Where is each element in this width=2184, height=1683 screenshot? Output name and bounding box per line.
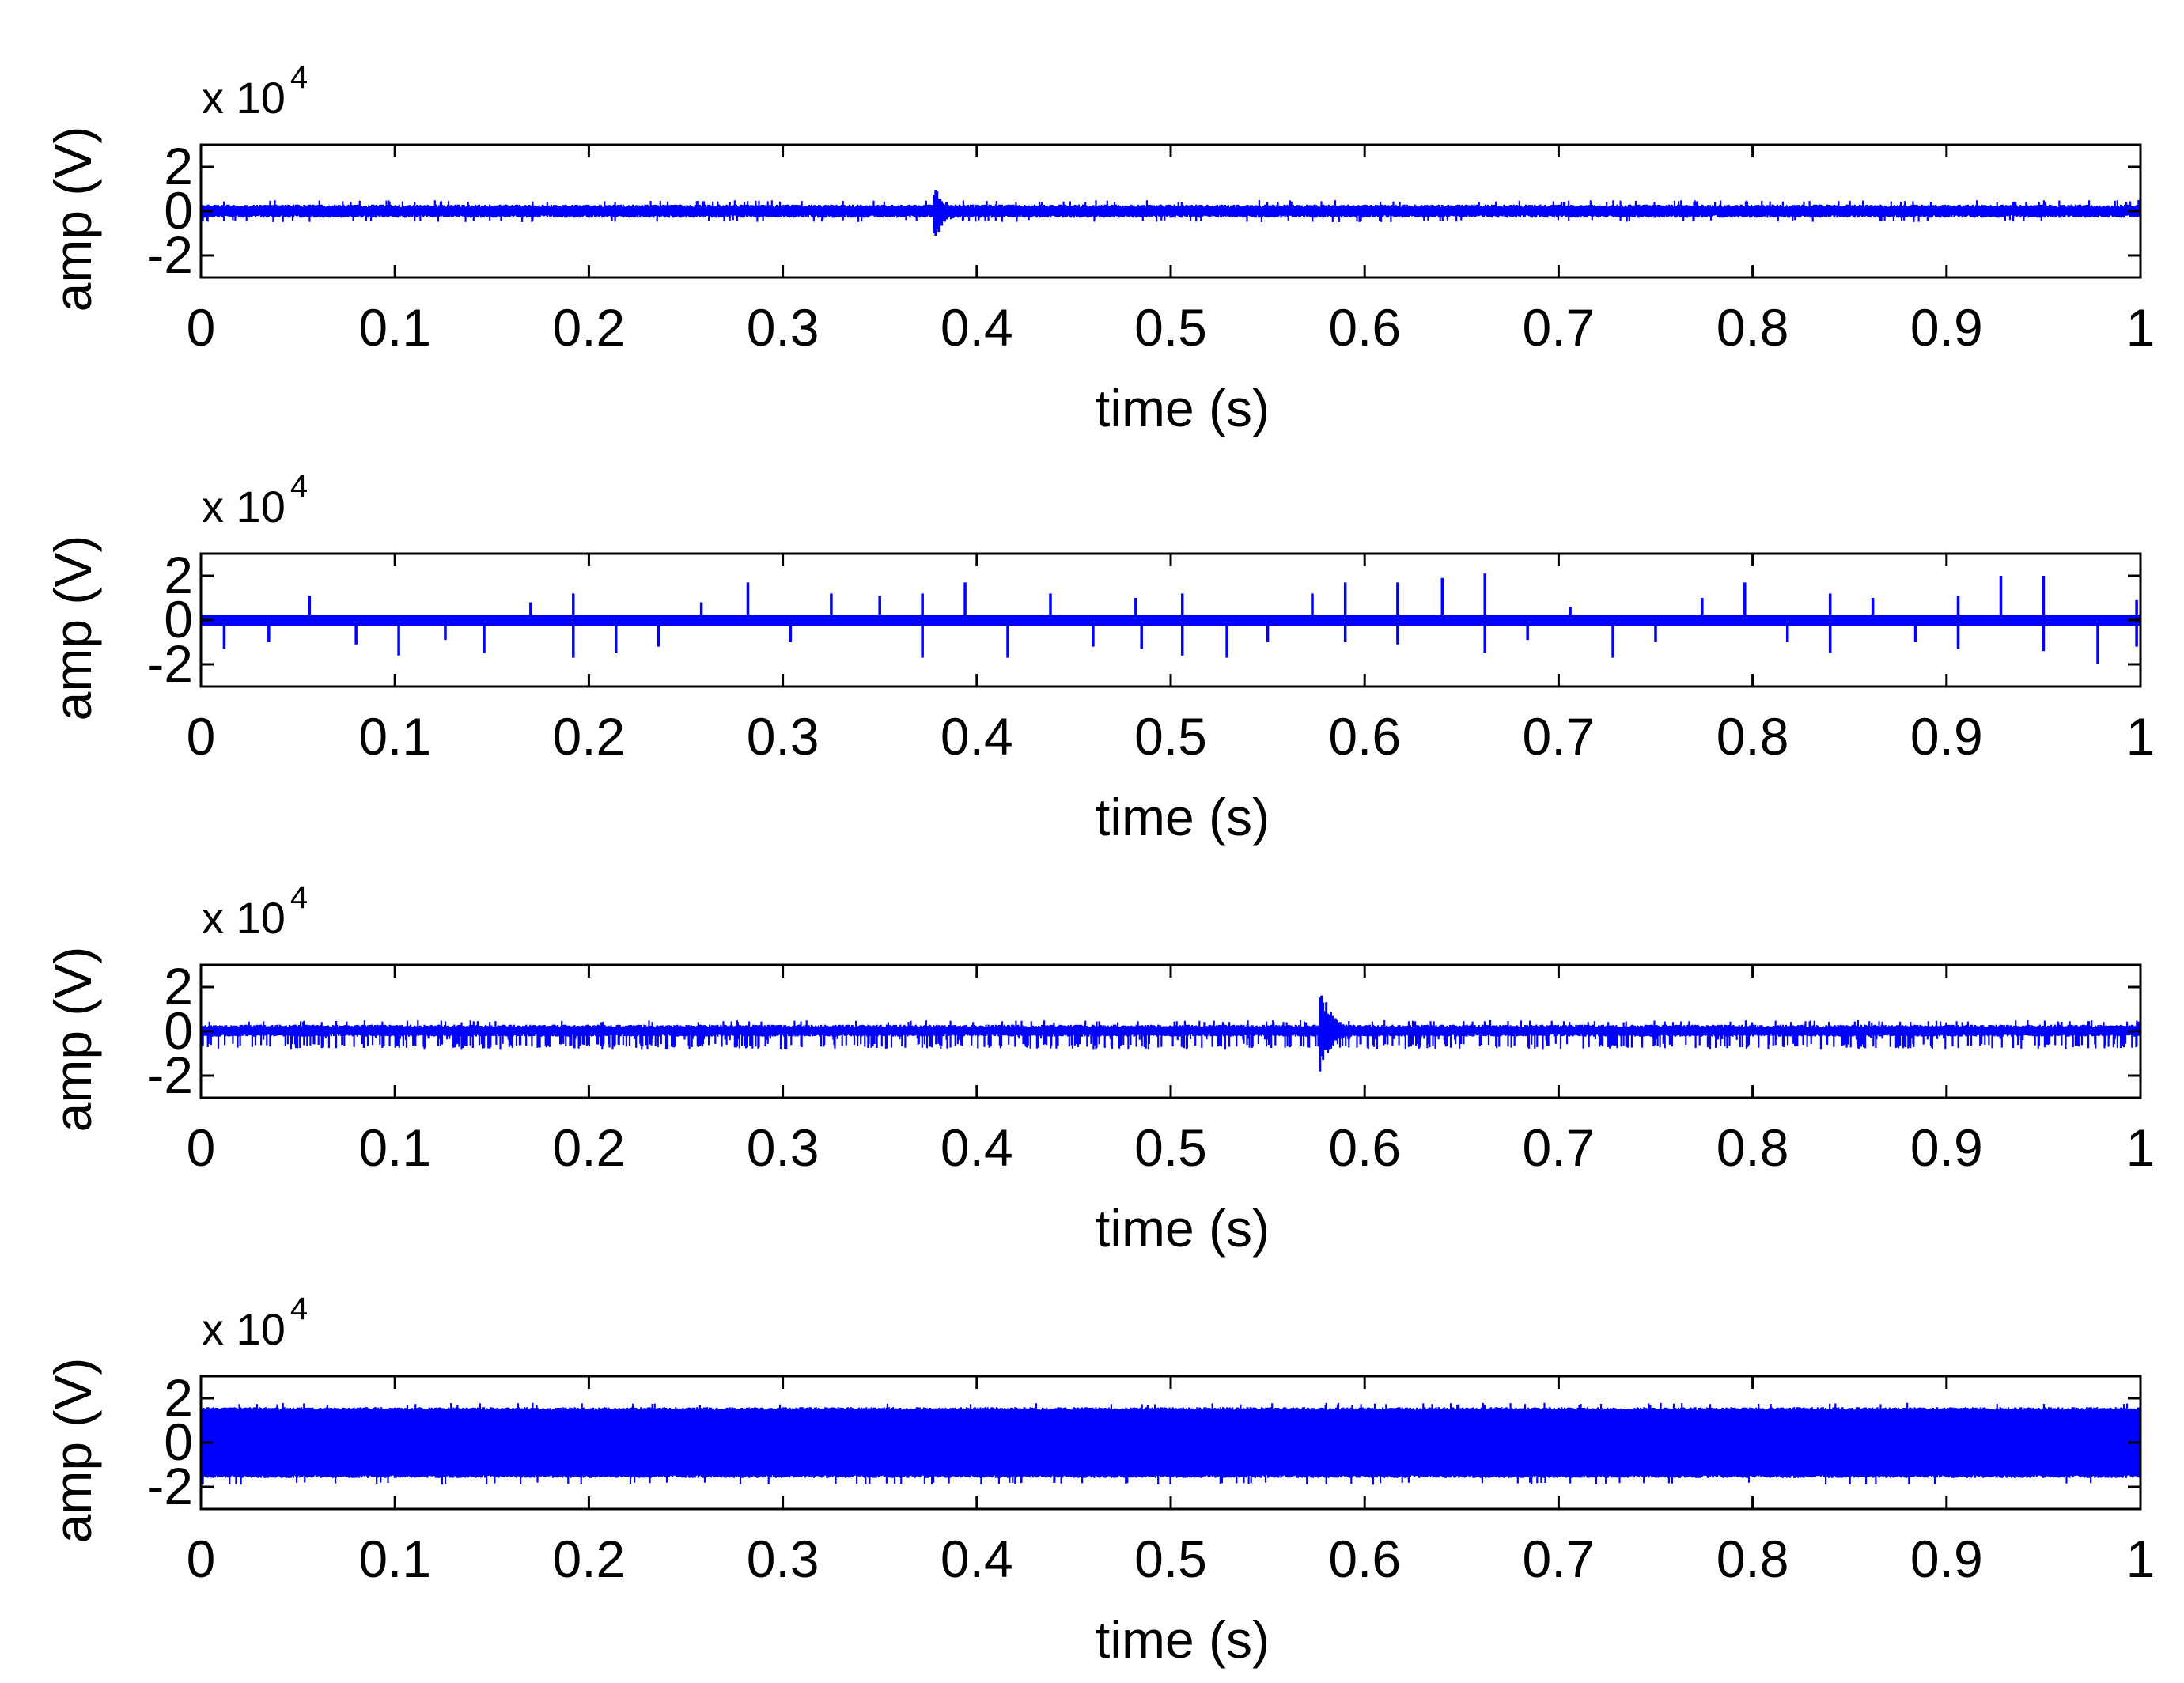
x-tick-label: 0.7 [1523, 1118, 1595, 1177]
x-tick-label: 0.5 [1134, 1118, 1207, 1177]
x-axis-label: time (s) [1096, 788, 1270, 846]
y-tick-label: -2 [146, 1046, 193, 1104]
x-tick-label: 0.6 [1328, 1530, 1401, 1588]
x-tick-label: 0.7 [1523, 1530, 1595, 1588]
x-tick-label: 0.5 [1134, 298, 1207, 357]
x-tick-label: 0.2 [553, 1530, 626, 1588]
signal-trace [201, 1402, 2140, 1485]
x-tick-label: 0.3 [747, 707, 819, 766]
x-tick-label: 0.8 [1717, 298, 1789, 357]
x-tick-label: 0.6 [1328, 1118, 1401, 1177]
y-exponent-power: 4 [290, 1292, 308, 1326]
y-exponent-power: 4 [290, 880, 308, 915]
x-tick-label: 0.9 [1910, 1530, 1983, 1588]
x-tick-label: 1 [2126, 707, 2156, 766]
x-tick-label: 0.1 [358, 1118, 431, 1177]
x-tick-label: 0.9 [1910, 707, 1983, 766]
y-axis-label: amp (V) [44, 947, 102, 1133]
x-axis-label: time (s) [1096, 379, 1270, 437]
y-exponent-power: 4 [290, 469, 308, 504]
y-tick-label: 2 [164, 1368, 193, 1427]
x-tick-label: 0.1 [358, 707, 431, 766]
y-tick-label: 0 [164, 1001, 193, 1060]
x-tick-label: 0 [187, 1530, 216, 1588]
x-tick-label: 0.5 [1134, 1530, 1207, 1588]
x-tick-label: 0.1 [358, 1530, 431, 1588]
y-tick-label: -2 [146, 1457, 193, 1515]
y-axis-label: amp (V) [44, 535, 102, 721]
x-tick-label: 0.2 [553, 1118, 626, 1177]
x-tick-label: 0.6 [1328, 707, 1401, 766]
y-tick-label: -2 [146, 225, 193, 284]
x-axis-label: time (s) [1096, 1199, 1270, 1258]
x-tick-label: 0 [187, 298, 216, 357]
y-tick-label: 2 [164, 957, 193, 1015]
x-tick-label: 0.3 [747, 1118, 819, 1177]
y-axis-label: amp (V) [44, 127, 102, 312]
y-exponent-power: 4 [290, 60, 308, 95]
y-tick-label: 2 [164, 546, 193, 604]
x-tick-label: 0.4 [941, 1530, 1013, 1588]
data-series [201, 573, 2140, 664]
x-tick-label: 0.8 [1717, 1118, 1789, 1177]
y-tick-label: 0 [164, 590, 193, 649]
x-tick-label: 0 [187, 707, 216, 766]
y-axis-label: amp (V) [44, 1358, 102, 1544]
x-tick-label: 0.5 [1134, 707, 1207, 766]
x-tick-label: 0.4 [941, 707, 1013, 766]
y-tick-label: 0 [164, 1413, 193, 1471]
data-series [201, 1402, 2140, 1485]
x-tick-label: 0.6 [1328, 298, 1401, 357]
x-tick-label: 0.2 [553, 707, 626, 766]
x-tick-label: 0.7 [1523, 298, 1595, 357]
event-burst [933, 190, 981, 236]
y-tick-label: 2 [164, 137, 193, 195]
x-tick-label: 0.8 [1717, 1530, 1789, 1588]
x-tick-label: 0.9 [1910, 298, 1983, 357]
x-tick-label: 1 [2126, 298, 2156, 357]
y-tick-label: 0 [164, 181, 193, 240]
x-tick-label: 0.3 [747, 298, 819, 357]
x-tick-label: 0.8 [1717, 707, 1789, 766]
x-tick-label: 1 [2126, 1530, 2156, 1588]
x-tick-label: 0 [187, 1118, 216, 1177]
x-tick-label: 0.1 [358, 298, 431, 357]
x-tick-label: 0.2 [553, 298, 626, 357]
y-tick-label: -2 [146, 634, 193, 693]
x-tick-label: 1 [2126, 1118, 2156, 1177]
x-axis-label: time (s) [1096, 1610, 1270, 1669]
event-burst [1319, 995, 1367, 1072]
baseline-band [201, 615, 2140, 626]
x-tick-label: 0.4 [941, 1118, 1013, 1177]
x-tick-label: 0.7 [1523, 707, 1595, 766]
x-tick-label: 0.3 [747, 1530, 819, 1588]
x-tick-label: 0.9 [1910, 1118, 1983, 1177]
x-tick-label: 0.4 [941, 298, 1013, 357]
